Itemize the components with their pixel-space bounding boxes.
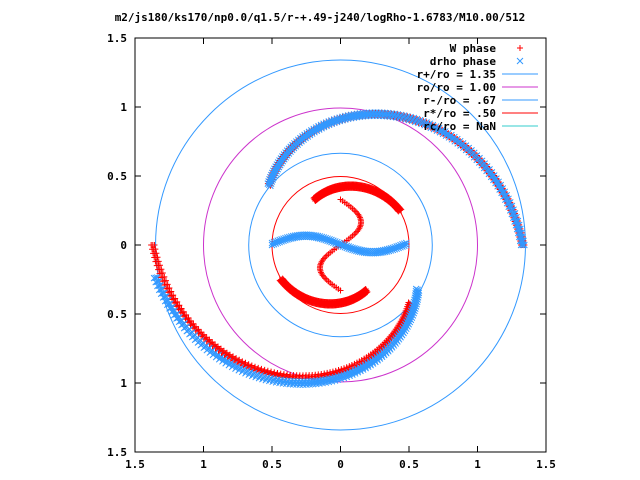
w-phase-point [148,242,155,248]
w-phase-point [337,287,344,294]
drho-phase-point [375,109,383,116]
x-tick-label: 1.5 [125,458,145,471]
x-tick-label: 0 [337,458,344,471]
w-phase-point [183,311,190,318]
w-phase-point [225,352,232,359]
w-phase-point [152,258,159,265]
w-phase-point [517,45,523,51]
drho-phase-point [400,242,408,250]
y-tick-label: 1.5 [107,446,127,459]
w-phase-point [218,349,225,356]
drho-phase-point [453,135,461,143]
drho-phase-point [493,175,500,182]
legend-label: rc/ro = NaN [423,120,496,133]
drho-phase-point [490,172,498,179]
drho-phase-point [497,181,505,189]
drho-phase-point [402,241,410,249]
x-tick-label: 0.5 [399,458,419,471]
legend-label: ro/ro = 1.00 [417,81,496,94]
drho-phase-point [169,307,177,315]
w-phase-point [311,196,318,203]
w-phase-point [222,350,229,357]
drho-phase-point [518,229,525,237]
drho-phase-point [495,178,502,186]
drho-phase-point [264,180,272,187]
legend-label: r-/ro = .67 [423,94,496,107]
x-tick-label: 1 [200,458,207,471]
legend-label: W phase [450,42,497,55]
w-phase-point [150,250,157,257]
x-tick-label: 1 [474,458,481,471]
y-tick-label: 0.5 [107,170,127,183]
drho-phase-point [206,349,214,356]
drho-phase-point [499,185,507,192]
drho-phase-point [415,287,423,295]
drho-phase-point [517,241,525,249]
drho-phase-point [166,304,173,312]
legend-label: drho phase [430,55,497,68]
w-phase-point [363,287,370,294]
drho-phase-point [170,311,178,319]
w-phase-point [151,254,158,261]
legend-label: r+/ro = 1.35 [417,68,496,81]
tick-labels: 1.5 1 0.5 0 0.5 1 1.51.510.500.511.5 [107,32,556,471]
drho-phase-point [516,57,524,65]
w-phase-point [215,347,222,354]
x-tick-label: 1.5 [536,458,556,471]
w-phase-point [155,266,162,273]
drho-phase-point [174,314,182,322]
y-tick-label: 0 [120,239,127,252]
y-tick-label: 1 [120,377,127,390]
w-phase-point [191,324,198,331]
y-tick-label: 1 [120,101,127,114]
drho-phase-point [168,308,176,316]
w-phase-point [219,348,226,355]
legend-label: r*/ro = .50 [423,107,496,120]
w-phase-point [221,351,228,358]
radius-circle [248,152,433,338]
drho-phase-point [378,109,386,117]
y-tick-label: 1.5 [107,32,127,45]
w-phase-point [364,288,371,295]
drho-phase-point [173,315,180,322]
x-tick-label: 0.5 [262,458,282,471]
chart-title: m2/js180/ks170/np0.0/q1.5/r-+.49-j240/lo… [115,11,526,24]
drho-phase-point [517,225,524,233]
w-phase-point [224,353,231,360]
y-tick-label: 0.5 [107,308,127,321]
drho-phase-point [515,221,523,229]
drho-phase-point [209,351,217,359]
w-phase-point [149,246,156,253]
w-phase-point [310,195,317,202]
drho-phase-point [172,311,180,318]
drho-phase-point [456,137,464,145]
drho-phase-point [163,301,171,309]
plot-area [134,37,547,453]
drho-phase-point [402,239,410,247]
w-phase-point [153,262,160,269]
